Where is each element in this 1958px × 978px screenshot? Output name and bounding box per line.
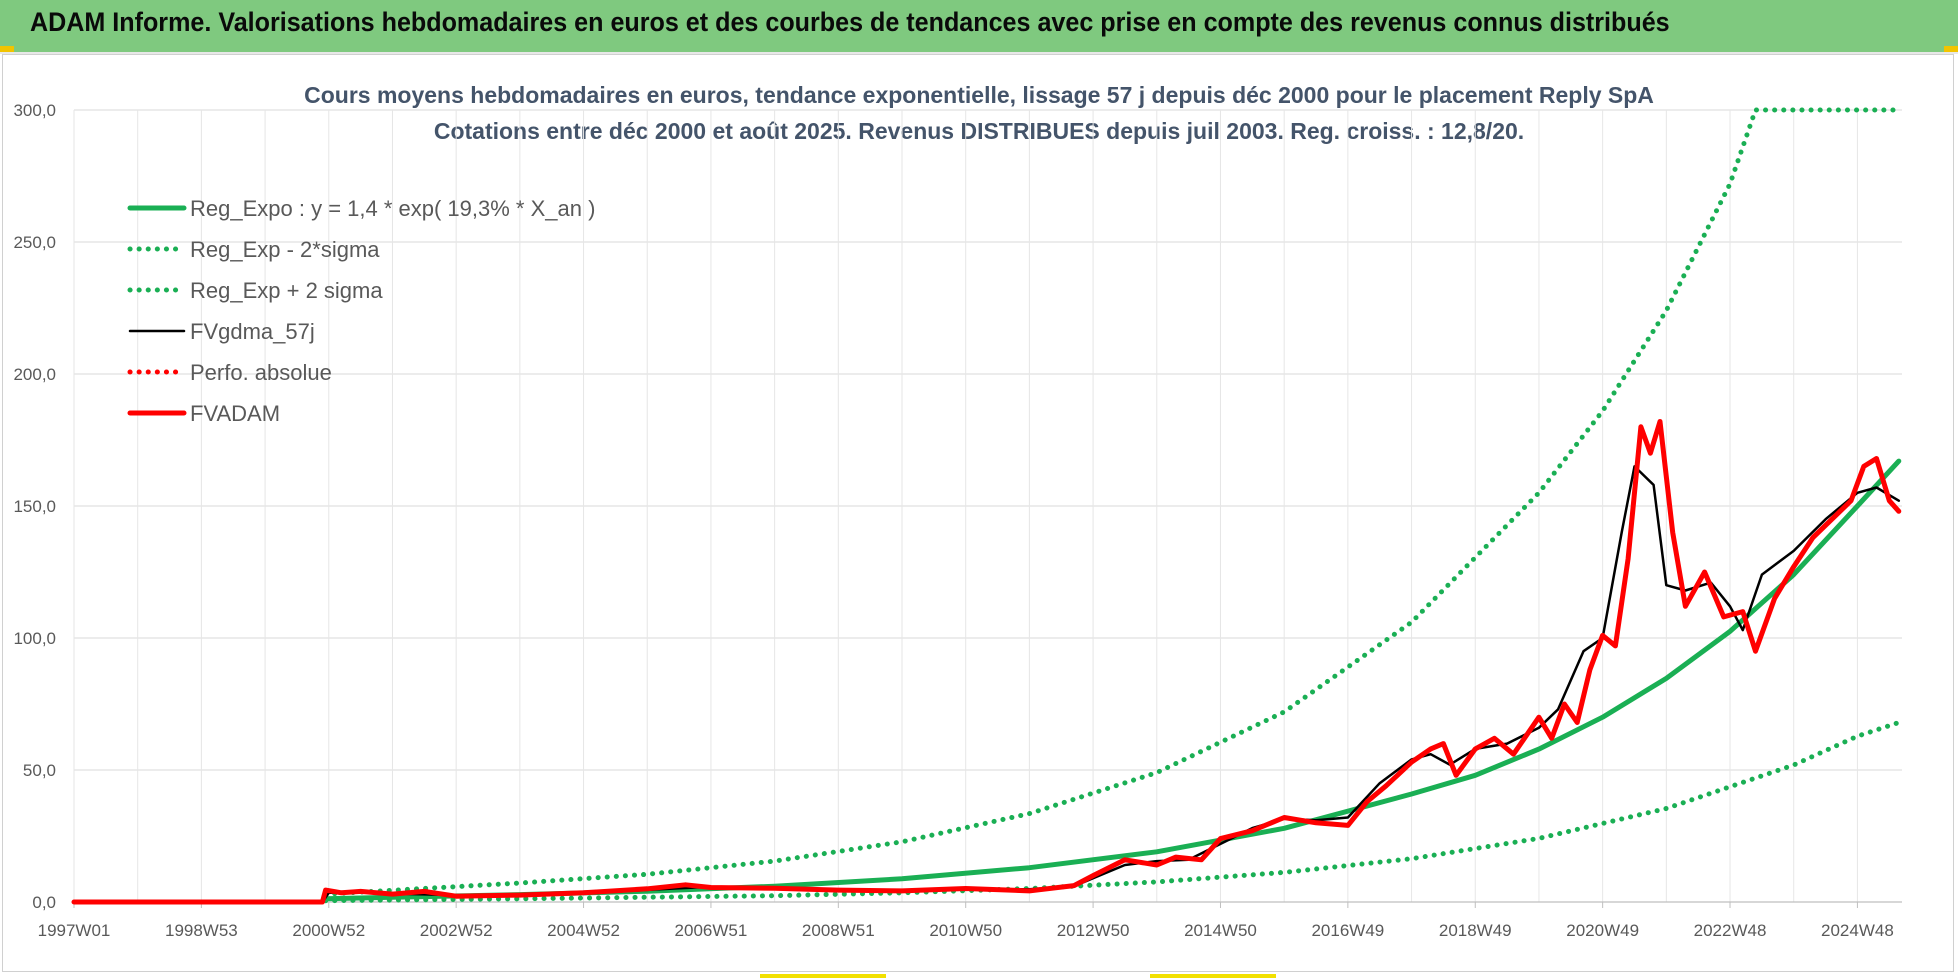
x-tick-label: 2018W49 [1439,921,1512,940]
corner-mark-left [0,46,14,52]
legend-label: Reg_Exp + 2 sigma [190,278,383,303]
chart-frame [2,54,1954,972]
y-tick-label: 150,0 [13,497,56,516]
legend-label: Reg_Expo : y = 1,4 * exp( 19,3% * X_an ) [190,196,595,221]
x-tick-label: 2000W52 [292,921,365,940]
x-tick-label: 2006W51 [675,921,748,940]
x-tick-label: 1998W53 [165,921,238,940]
series-line-2 [323,107,1902,897]
series-line-5 [71,419,1902,905]
series-line-1 [323,720,1902,904]
corner-mark-right [1944,46,1958,52]
x-tick-label: 2012W50 [1057,921,1130,940]
y-tick-label: 300,0 [13,101,56,120]
chart-subtitle: Cotations entre déc 2000 et août 2025. R… [433,118,1525,144]
x-tick-label: 2010W50 [929,921,1002,940]
legend-label: Reg_Exp - 2*sigma [190,237,380,262]
legend-label: Perfo. absolue [190,360,332,385]
banner: ADAM Informe. Valorisations hebdomadaire… [0,0,1958,54]
y-tick-label: 0,0 [32,893,56,912]
x-tick-label: 2008W51 [802,921,875,940]
footer-mark-2 [1150,974,1276,978]
x-tick-label: 2020W49 [1566,921,1639,940]
x-tick-label: 2016W49 [1311,921,1384,940]
series-line-3 [72,465,1901,904]
x-tick-label: 2022W48 [1694,921,1767,940]
series-line-0 [323,458,1902,902]
y-tick-label: 200,0 [13,365,56,384]
x-tick-label: 2014W50 [1184,921,1257,940]
legend-label: FVADAM [190,401,280,426]
banner-title: ADAM Informe. Valorisations hebdomadaire… [30,7,1670,37]
x-tick-label: 1997W01 [38,921,111,940]
y-tick-label: 250,0 [13,233,56,252]
legend-label: FVgdma_57j [190,319,315,344]
x-tick-label: 2024W48 [1821,921,1894,940]
footer-mark-1 [760,974,886,978]
chart-title: Cours moyens hebdomadaires en euros, ten… [304,82,1654,108]
x-tick-label: 2004W52 [547,921,620,940]
x-tick-label: 2002W52 [420,921,493,940]
y-tick-label: 50,0 [23,761,56,780]
y-tick-label: 100,0 [13,629,56,648]
